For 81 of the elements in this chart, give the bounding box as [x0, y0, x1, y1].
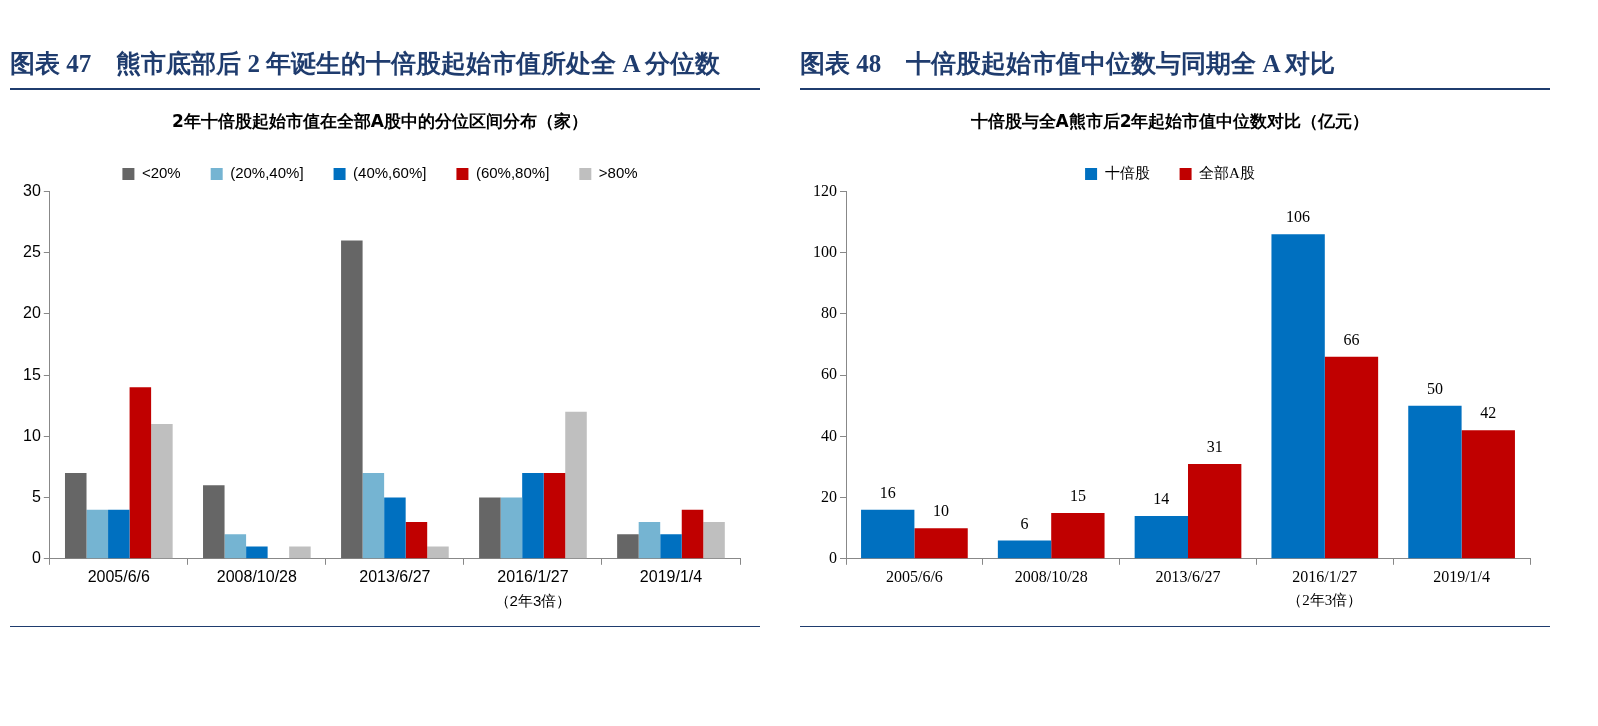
- y-tick-label: 15: [23, 365, 41, 383]
- bar: [203, 485, 225, 559]
- y-tick-label: 20: [821, 487, 837, 505]
- chart-title: 图表 48 十倍股起始市值中位数与同期全 A 对比: [800, 6, 1550, 90]
- x-tick-label: 2008/10/28: [216, 567, 297, 585]
- bar: [617, 534, 639, 559]
- bar: [246, 546, 268, 559]
- bar: [565, 411, 587, 559]
- bar: [1408, 405, 1462, 559]
- y-tick-label: 40: [821, 426, 837, 444]
- y-tick-label: 0: [829, 549, 837, 566]
- bar: [64, 473, 87, 559]
- legend-label: (40%,60%]: [353, 164, 427, 182]
- bar: [703, 522, 725, 559]
- bar: [1271, 234, 1325, 559]
- x-tick-label: 2019/1/4: [1433, 567, 1491, 585]
- legend-label: (60%,80%]: [475, 164, 550, 182]
- y-tick-label: 5: [31, 487, 41, 505]
- y-tick-label: 120: [813, 181, 837, 199]
- x-tick-label: 2019/1/4: [639, 567, 703, 585]
- bar: [1461, 430, 1515, 559]
- bar: [997, 540, 1052, 559]
- chart-title: 图表 47 熊市底部后 2 年诞生的十倍股起始市值所处全 A 分位数: [10, 6, 760, 90]
- bar: [543, 473, 566, 559]
- bar: [289, 546, 311, 559]
- y-tick-label: 25: [23, 243, 41, 261]
- bar: [1188, 463, 1242, 559]
- bar: [638, 522, 661, 559]
- legend-label: 十倍股: [1104, 164, 1150, 181]
- y-tick-label: 20: [23, 304, 41, 322]
- data-label: 66: [1343, 330, 1360, 348]
- x-tick-label: 2005/6/6: [87, 567, 151, 585]
- chart-subtitle: 十倍股与全A熊市后2年起始市值中位数对比（亿元）: [969, 110, 1370, 131]
- y-tick-label: 10: [23, 426, 41, 444]
- bar: [129, 387, 152, 559]
- data-label: 15: [1069, 487, 1086, 505]
- x-tick-label: 2013/6/27: [1155, 567, 1221, 585]
- bar: [914, 528, 968, 559]
- bar: [384, 497, 406, 559]
- legend-label: (20%,40%]: [230, 164, 304, 182]
- chart-subtitle: 2年十倍股起始市值在全部A股中的分位区间分布（家）: [172, 110, 588, 131]
- bar: [405, 522, 428, 559]
- data-label: 6: [1020, 514, 1029, 532]
- y-tick-label: 80: [821, 304, 837, 322]
- data-label: 14: [1153, 490, 1170, 508]
- data-label: 50: [1426, 379, 1443, 397]
- x-tick-label: 2016/1/27: [1292, 567, 1358, 585]
- bar: [341, 240, 363, 559]
- bar: [1051, 512, 1105, 559]
- x-tick-label: 2013/6/27: [359, 567, 431, 585]
- y-tick-label: 60: [821, 365, 837, 383]
- bar: [479, 497, 501, 559]
- bar: [108, 509, 130, 559]
- bar: [522, 473, 544, 559]
- x-tick-label: 2008/10/28: [1014, 567, 1088, 585]
- y-tick-label: 0: [31, 549, 41, 567]
- data-label: 10: [933, 502, 950, 520]
- data-label: 42: [1480, 404, 1497, 422]
- bar: [1324, 356, 1379, 559]
- text: （2年3倍）: [1287, 592, 1363, 609]
- bar: [681, 509, 704, 559]
- y-tick-label: 30: [23, 181, 41, 199]
- legend-label: >80%: [598, 164, 638, 182]
- bar: [427, 546, 449, 559]
- bar: [86, 509, 109, 559]
- data-label: 31: [1206, 438, 1223, 456]
- bar: [362, 473, 385, 559]
- bar: [1134, 515, 1188, 559]
- x-tick-label: 2005/6/6: [885, 567, 943, 585]
- y-tick-label: 100: [813, 242, 837, 260]
- x-tick-label: 2016/1/27: [497, 567, 569, 585]
- data-label: 106: [1286, 208, 1311, 226]
- legend-label: 全部A股: [1199, 164, 1255, 181]
- text: （2年3倍）: [494, 591, 572, 609]
- legend-label: <20%: [141, 164, 181, 182]
- bar: [151, 424, 173, 559]
- bar: [861, 509, 915, 559]
- data-label: 16: [879, 484, 896, 502]
- bar: [224, 534, 247, 559]
- bar: [660, 534, 682, 559]
- bar: [500, 497, 523, 559]
